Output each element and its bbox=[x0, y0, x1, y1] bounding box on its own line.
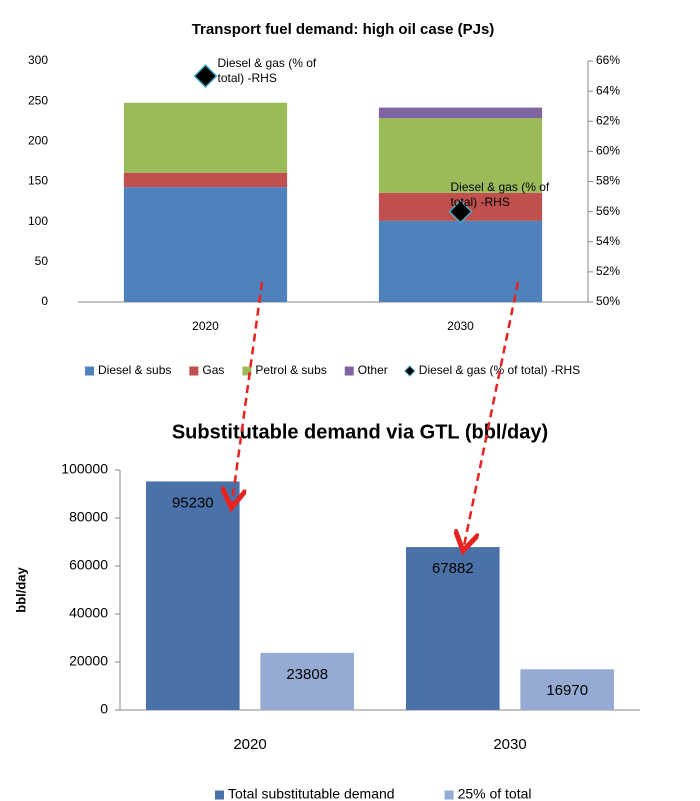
y-tick-label: 20000 bbox=[69, 653, 108, 669]
y2-tick-label: 64% bbox=[596, 83, 620, 97]
bar-segment bbox=[378, 107, 543, 119]
diamond-marker bbox=[448, 199, 473, 224]
bar-segment bbox=[123, 102, 288, 173]
y-tick-label: 100000 bbox=[61, 461, 108, 477]
legend-label: Other bbox=[358, 363, 388, 377]
y-tick-label: 150 bbox=[28, 174, 48, 188]
chart-title: Transport fuel demand: high oil case (PJ… bbox=[192, 21, 495, 38]
y-tick-label: 50 bbox=[35, 254, 49, 268]
legend-swatch bbox=[242, 366, 252, 376]
value-label: 23808 bbox=[286, 666, 328, 683]
y2-tick-label: 60% bbox=[596, 144, 620, 158]
y-tick-label: 60000 bbox=[69, 557, 108, 573]
y2-tick-label: 66% bbox=[596, 53, 620, 67]
y-tick-label: 80000 bbox=[69, 509, 108, 525]
gtl-demand-chart: Substitutable demand via GTL (bbl/day) 0 2… bbox=[13, 421, 640, 801]
y-tick-label: 300 bbox=[28, 53, 48, 67]
bar bbox=[406, 547, 500, 710]
chart-title: Substitutable demand via GTL (bbl/day) bbox=[172, 421, 548, 443]
legend-label: Total substitutable demand bbox=[228, 786, 395, 801]
legend-swatch bbox=[189, 366, 199, 376]
legend-swatch bbox=[344, 366, 354, 376]
value-label: 95230 bbox=[172, 494, 214, 511]
legend-swatch bbox=[215, 790, 224, 800]
y2-tick-label: 54% bbox=[596, 234, 620, 248]
y-tick-label: 100 bbox=[28, 214, 48, 228]
bar-segment bbox=[378, 220, 543, 302]
y-tick-label: 0 bbox=[41, 294, 48, 308]
bar-segment bbox=[123, 187, 288, 302]
y2-tick-label: 50% bbox=[596, 294, 620, 308]
y2-tick-label: 58% bbox=[596, 174, 620, 188]
y2-tick-label: 56% bbox=[596, 204, 620, 218]
y-tick-label: 0 bbox=[100, 701, 108, 717]
legend-label: Diesel & gas (% of total) -RHS bbox=[419, 363, 580, 377]
annotation: Diesel & gas (% of total) -RHS bbox=[450, 179, 550, 209]
diamond-marker bbox=[193, 64, 218, 89]
legend-label: Petrol & subs bbox=[255, 363, 326, 377]
bar bbox=[260, 652, 354, 710]
y2-tick-label: 62% bbox=[596, 113, 620, 127]
y-tick-label: 250 bbox=[28, 93, 48, 107]
x-tick-label: 2020 bbox=[233, 736, 266, 753]
legend-swatch bbox=[85, 366, 94, 376]
y-axis-label: bbl/day bbox=[13, 566, 28, 612]
bar bbox=[520, 669, 614, 710]
annotation-text: Diesel & gas (% of total) -RHS bbox=[450, 179, 550, 209]
legend-swatch bbox=[444, 790, 454, 800]
arrow bbox=[232, 281, 264, 503]
value-label: 16970 bbox=[546, 682, 588, 699]
fuel-demand-chart: Transport fuel demand: high oil case (PJ… bbox=[28, 21, 620, 377]
legend-label: Gas bbox=[202, 363, 224, 377]
x-tick-label: 2030 bbox=[447, 319, 474, 333]
arrow bbox=[464, 281, 520, 546]
y-tick-label: 40000 bbox=[69, 605, 108, 621]
annotation-text: Diesel & gas (% of total) -RHS bbox=[217, 56, 317, 86]
y-tick-label: 200 bbox=[28, 134, 48, 148]
bar-segment bbox=[123, 172, 288, 188]
bar-segment bbox=[378, 118, 543, 193]
legend-label: 25% of total bbox=[458, 786, 532, 801]
legend-label: Diesel & subs bbox=[98, 363, 171, 377]
value-label: 67882 bbox=[432, 560, 474, 577]
x-tick-label: 2020 bbox=[192, 319, 219, 333]
x-tick-label: 2030 bbox=[493, 736, 526, 753]
y2-tick-label: 52% bbox=[596, 264, 620, 278]
bar bbox=[146, 481, 240, 710]
annotation: Diesel & gas (% of total) -RHS bbox=[217, 56, 317, 86]
legend-swatch bbox=[404, 365, 416, 377]
